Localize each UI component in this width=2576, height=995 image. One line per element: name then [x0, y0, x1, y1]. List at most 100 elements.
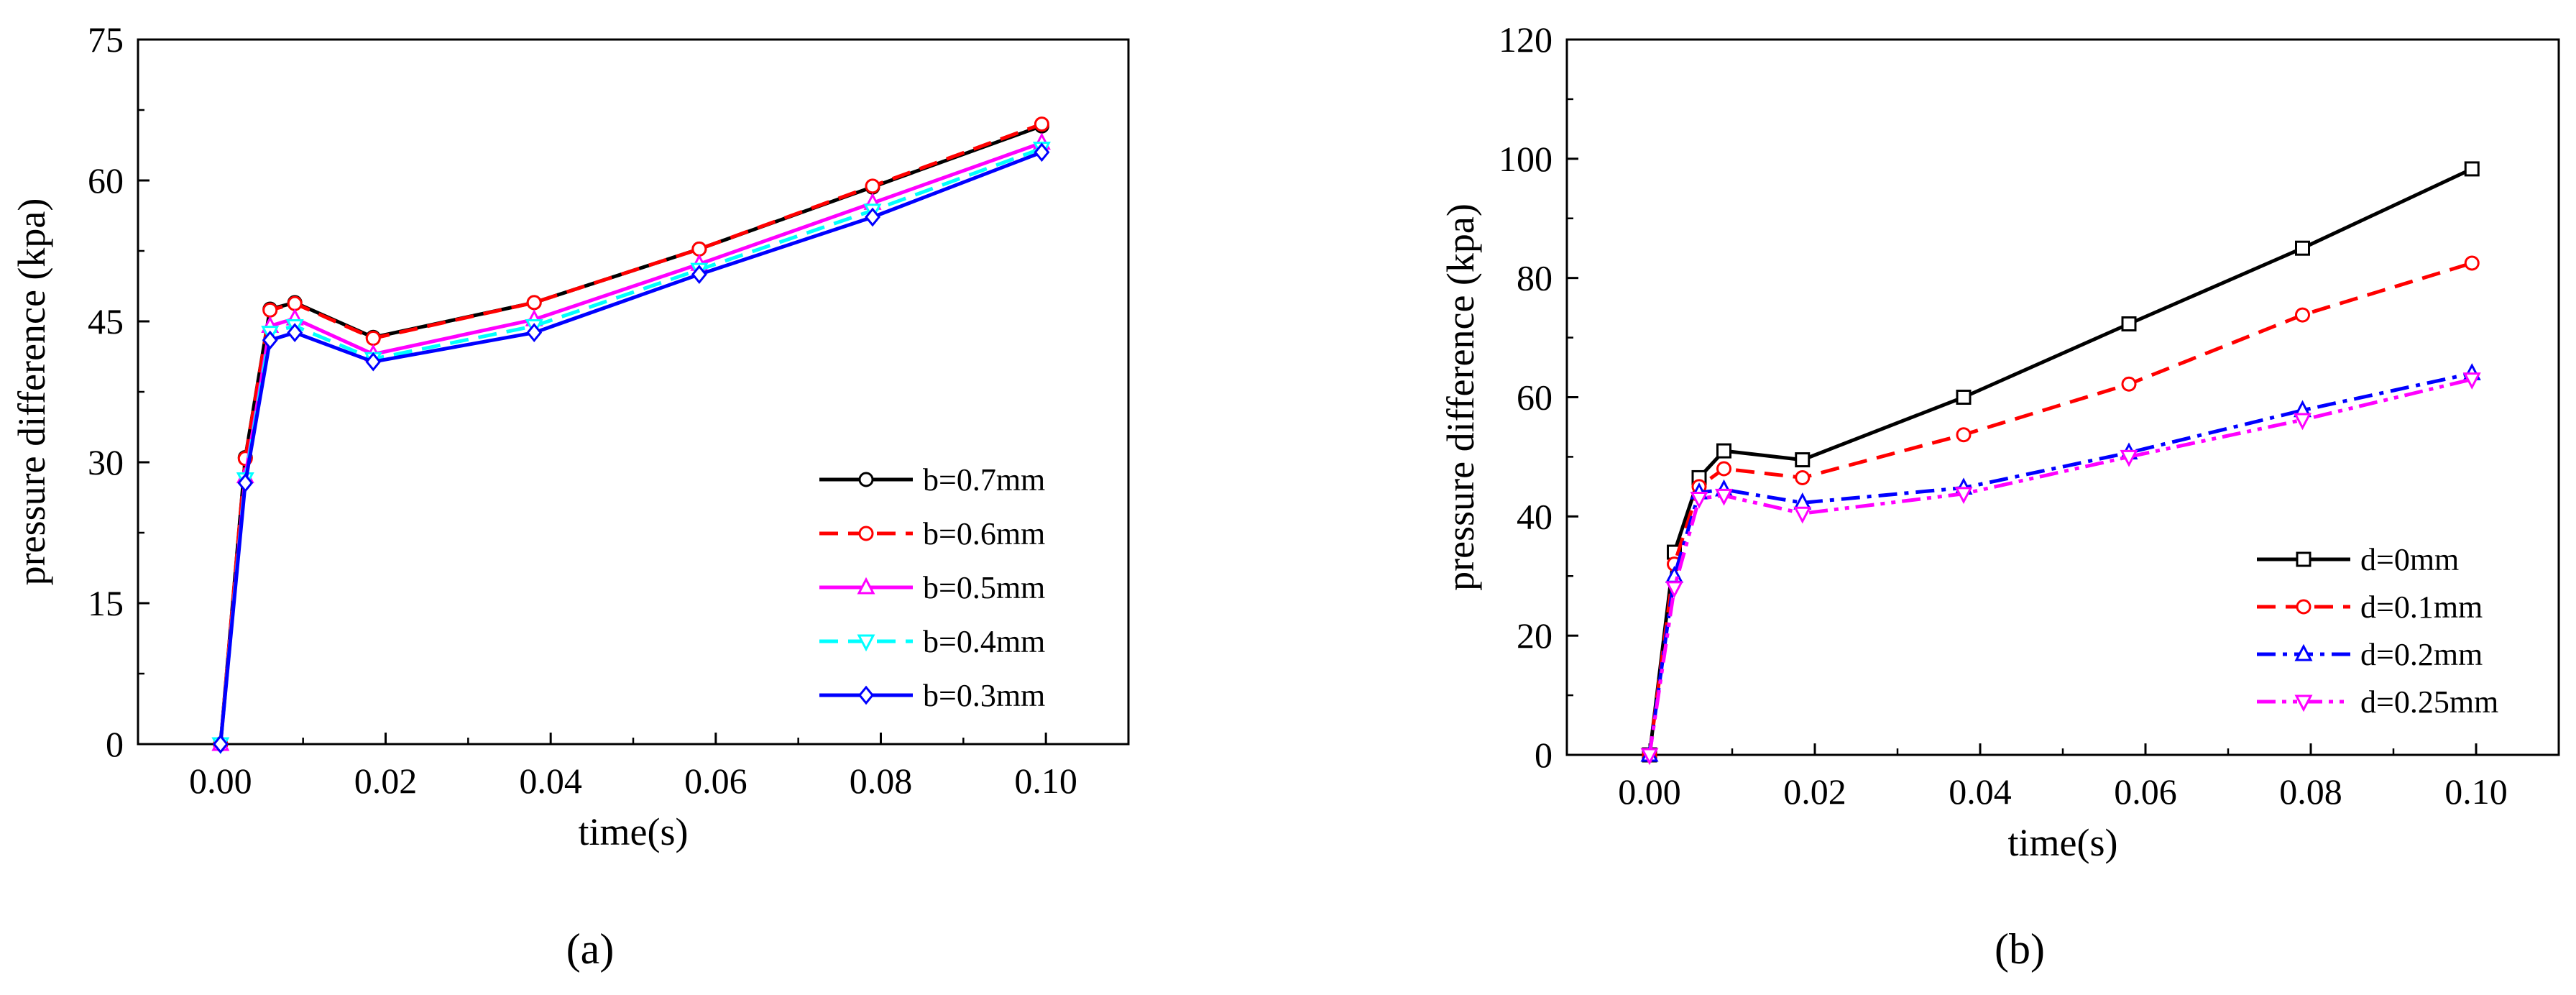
data-point: [262, 330, 278, 350]
data-point: [691, 241, 707, 257]
data-point: [2120, 449, 2138, 467]
data-point: [1795, 469, 1811, 485]
x-tick-label: 0.06: [2114, 771, 2177, 812]
data-point: [526, 295, 542, 311]
legend-marker: [858, 472, 874, 487]
data-point: [865, 207, 880, 227]
data-point: [691, 265, 707, 285]
x-tick-label: 0.06: [684, 761, 748, 801]
series-d=0.25mm: [1640, 372, 2481, 766]
legend-entry: d=0.1mm: [2257, 590, 2483, 625]
data-point: [262, 302, 278, 318]
data-point: [1956, 390, 1972, 405]
data-point: [237, 473, 254, 493]
legend-marker: [857, 634, 875, 652]
y-tick-label: 30: [88, 442, 124, 482]
legend-entry: d=0.2mm: [2257, 637, 2483, 672]
y-tick-label: 0: [106, 724, 124, 764]
data-point: [865, 178, 880, 194]
y-tick-label: 40: [1517, 496, 1552, 536]
data-point: [1716, 461, 1731, 477]
data-point: [1034, 142, 1050, 162]
series-line: [218, 150, 1043, 745]
legend-entry: b=0.3mm: [819, 678, 1045, 713]
data-point: [1716, 443, 1731, 459]
data-point: [365, 352, 382, 372]
data-point: [287, 323, 303, 343]
series-line: [1647, 167, 2473, 756]
legend-entry: b=0.7mm: [819, 462, 1045, 498]
legend-label: b=0.7mm: [923, 462, 1045, 498]
data-point: [2121, 376, 2137, 392]
legend-label: b=0.4mm: [923, 624, 1045, 659]
legend-marker: [858, 526, 874, 541]
legend-label: d=0.2mm: [2360, 637, 2483, 672]
y-tick-label: 100: [1499, 139, 1552, 179]
legend-label: d=0.1mm: [2360, 590, 2483, 625]
data-point: [2295, 240, 2310, 256]
chart-panel-a: 0.00 0.02 0.04 0.06 0.08 0.10 0 15 30 45 60 75 time(…: [10, 19, 1130, 973]
data-point: [2295, 307, 2310, 323]
data-point: [2462, 372, 2481, 390]
y-tick-label: 0: [1535, 735, 1552, 775]
legend-entry: d=0.25mm: [2257, 684, 2498, 720]
series-line: [218, 124, 1043, 745]
data-point: [287, 295, 303, 311]
legend-marker: [2296, 599, 2312, 615]
data-point: [365, 331, 381, 347]
data-point: [1795, 452, 1811, 468]
y-tick-label: 20: [1517, 615, 1552, 656]
series-b=0.4mm: [211, 142, 1051, 755]
x-tick-label: 0.10: [1014, 761, 1077, 801]
data-point: [2294, 413, 2312, 431]
y-tick-label: 75: [88, 19, 124, 60]
x-axis-label: time(s): [2008, 821, 2118, 864]
data-point: [1690, 491, 1708, 509]
y-tick-label: 80: [1517, 258, 1552, 298]
legend-label: b=0.5mm: [923, 570, 1045, 605]
series-d=0.1mm: [1642, 255, 2480, 763]
x-axis-label: time(s): [579, 810, 689, 853]
legend-label: b=0.3mm: [923, 678, 1045, 713]
legend-marker: [2294, 694, 2313, 712]
chart-panel-b: 0.00 0.02 0.04 0.06 0.08 0.10 0 20 40 60 80 100 120 t…: [1439, 19, 2560, 973]
data-point: [1954, 487, 1973, 505]
data-point: [2464, 161, 2480, 177]
x-tick-label: 0.08: [2279, 771, 2342, 812]
legend-marker: [2296, 551, 2312, 567]
legend-label: d=0.25mm: [2360, 684, 2498, 720]
y-tick-label: 45: [88, 301, 124, 341]
panel-label: (a): [566, 925, 615, 973]
x-tick-label: 0.00: [1618, 771, 1681, 812]
y-tick-label: 60: [88, 160, 124, 201]
data-point: [1793, 506, 1812, 524]
x-tick-label: 0.10: [2444, 771, 2508, 812]
series-d=0mm: [1642, 161, 2480, 763]
legend-marker: [2294, 643, 2313, 661]
legend-entry: b=0.6mm: [819, 516, 1045, 551]
series-line: [1647, 371, 2472, 756]
y-axis-label: pressure difference (kpa): [1439, 203, 1482, 591]
series-d=0.2mm: [1640, 363, 2481, 762]
series-line: [1647, 377, 2472, 756]
legend-label: b=0.6mm: [923, 516, 1045, 551]
legend-marker: [858, 685, 874, 705]
x-tick-label: 0.00: [189, 761, 252, 801]
x-tick-label: 0.02: [354, 761, 418, 801]
data-point: [2121, 316, 2137, 332]
series-line: [1647, 261, 2473, 756]
y-tick-label: 120: [1499, 19, 1552, 60]
series-line: [218, 147, 1043, 745]
series-b=0.3mm: [212, 142, 1050, 754]
data-point: [1640, 748, 1659, 766]
x-tick-label: 0.04: [1949, 771, 2012, 812]
series-line: [218, 122, 1043, 745]
data-point: [2464, 255, 2480, 271]
data-point: [1715, 488, 1733, 506]
y-tick-label: 15: [88, 583, 124, 623]
series-b=0.6mm: [213, 116, 1049, 752]
panel-label: (b): [1995, 925, 2045, 973]
legend-entry: b=0.4mm: [819, 624, 1045, 659]
series-line: [218, 141, 1043, 745]
